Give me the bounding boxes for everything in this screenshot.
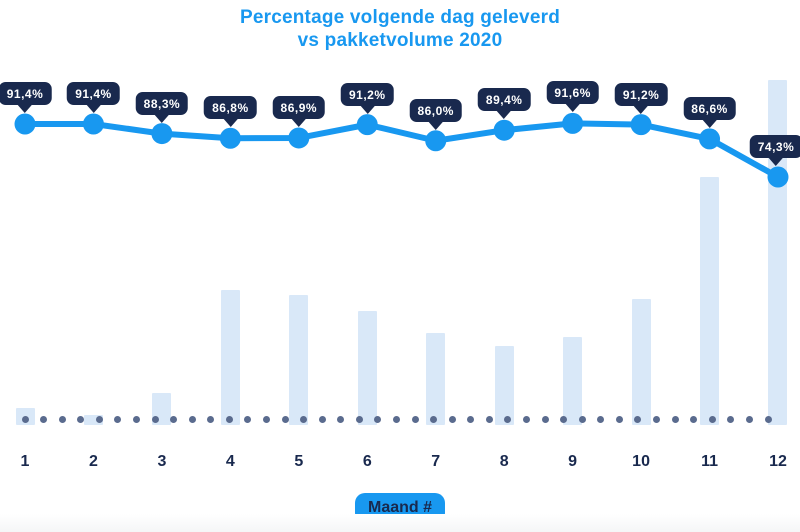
volume-bar-month-5[interactable] xyxy=(289,295,309,425)
baseline-dot xyxy=(448,415,456,423)
baseline-dot xyxy=(281,415,289,423)
baseline-dot xyxy=(523,415,531,423)
line-marker-month-7[interactable] xyxy=(425,130,447,152)
data-label-tooltip-month-6: 91,2% xyxy=(341,82,394,106)
baseline-dot xyxy=(40,415,48,423)
x-tick-label-5: 5 xyxy=(294,453,304,470)
volume-bar-month-9[interactable] xyxy=(563,337,583,425)
baseline-dot xyxy=(151,415,159,423)
baseline-dot xyxy=(188,415,196,423)
baseline-dot xyxy=(114,415,122,423)
data-label-tooltip-month-5: 86,9% xyxy=(272,95,326,119)
data-label-tooltip-month-12: 74,3% xyxy=(749,135,800,158)
baseline-dot xyxy=(21,415,29,423)
baseline-dot xyxy=(560,415,568,423)
line-marker-month-4[interactable] xyxy=(219,127,241,149)
volume-bar-month-6[interactable] xyxy=(357,311,377,425)
line-marker-month-5[interactable] xyxy=(288,127,310,149)
baseline-dot xyxy=(262,415,270,423)
baseline-dot xyxy=(578,415,586,423)
volume-bar-month-12[interactable] xyxy=(768,80,788,425)
data-label-tooltip-month-7: 86,0% xyxy=(409,98,462,122)
baseline-dot xyxy=(764,415,772,423)
chart-title-line1: Percentage volgende dag geleverd xyxy=(239,7,560,28)
baseline-dot xyxy=(727,415,735,423)
baseline-dot xyxy=(708,415,716,423)
x-tick-label-2: 2 xyxy=(89,453,98,470)
x-tick-label-1: 1 xyxy=(20,453,30,470)
x-tick-label-7: 7 xyxy=(431,453,441,470)
baseline-dot xyxy=(58,415,66,423)
chart-title-line2: vs pakketvolume 2020 xyxy=(297,30,503,51)
baseline-dot xyxy=(244,415,252,423)
baseline-dot xyxy=(430,415,438,423)
line-marker-month-3[interactable] xyxy=(151,123,173,145)
percentage-line xyxy=(22,120,781,181)
data-label-tooltip-month-11: 86,6% xyxy=(683,96,736,120)
line-marker-month-1[interactable] xyxy=(14,113,36,135)
x-tick-label-8: 8 xyxy=(499,453,509,470)
baseline-dot xyxy=(615,415,623,423)
baseline-dot xyxy=(170,415,178,423)
line-marker-month-2[interactable] xyxy=(82,113,104,135)
volume-bar-month-4[interactable] xyxy=(220,290,240,425)
baseline-dot xyxy=(355,415,363,423)
x-tick-label-9: 9 xyxy=(568,453,578,470)
line-marker-month-11[interactable] xyxy=(699,128,721,150)
volume-bar-month-7[interactable] xyxy=(426,333,446,425)
x-axis-title-button[interactable]: Maand # xyxy=(354,493,446,523)
volume-bar-month-10[interactable] xyxy=(631,299,651,425)
baseline-dot xyxy=(541,415,549,423)
baseline-dot xyxy=(337,415,345,423)
baseline-dot xyxy=(207,415,215,423)
data-label-tooltip-month-2: 91,4% xyxy=(67,82,120,105)
line-marker-month-9[interactable] xyxy=(562,112,584,134)
data-label-tooltip-month-8: 89,4% xyxy=(477,88,531,112)
baseline-dot xyxy=(690,415,698,423)
line-marker-month-10[interactable] xyxy=(630,114,652,136)
data-label-tooltip-month-3: 88,3% xyxy=(135,91,189,115)
volume-bar-month-2[interactable] xyxy=(83,415,103,425)
baseline-dot xyxy=(671,415,679,423)
baseline-dot xyxy=(411,415,419,423)
x-tick-label-4: 4 xyxy=(225,453,235,470)
baseline-dot xyxy=(374,415,382,423)
baseline-dot xyxy=(95,415,103,423)
x-tick-label-12: 12 xyxy=(769,453,787,470)
baseline-dot xyxy=(225,415,233,423)
baseline-dot xyxy=(745,415,753,423)
line-marker-month-8[interactable] xyxy=(493,119,515,141)
data-label-tooltip-month-9: 91,6% xyxy=(546,81,599,105)
baseline-dot xyxy=(597,415,605,423)
data-label-tooltip-month-4: 86,8% xyxy=(204,96,257,120)
chart-title: Percentage volgende dag geleverd vs pakk… xyxy=(0,6,800,52)
x-tick-label-10: 10 xyxy=(632,453,650,470)
baseline-dot xyxy=(653,415,661,423)
baseline-dot xyxy=(132,415,140,423)
data-label-tooltip-month-10: 91,2% xyxy=(614,82,668,106)
volume-bar-month-8[interactable] xyxy=(494,346,514,425)
baseline-dot xyxy=(467,415,475,423)
volume-bar-month-11[interactable] xyxy=(700,177,720,425)
baseline-dot xyxy=(393,415,400,423)
baseline-dot xyxy=(300,415,308,423)
baseline-dot xyxy=(504,415,512,423)
baseline-dot xyxy=(77,415,85,423)
x-tick-label-11: 11 xyxy=(701,453,718,470)
data-label-tooltip-month-1: 91,4% xyxy=(0,82,52,105)
baseline-dot xyxy=(634,415,642,423)
x-tick-label-6: 6 xyxy=(362,453,372,470)
baseline-dot xyxy=(485,415,493,423)
baseline-dot xyxy=(318,415,326,423)
line-marker-month-6[interactable] xyxy=(356,114,378,136)
x-tick-label-3: 3 xyxy=(157,453,167,470)
